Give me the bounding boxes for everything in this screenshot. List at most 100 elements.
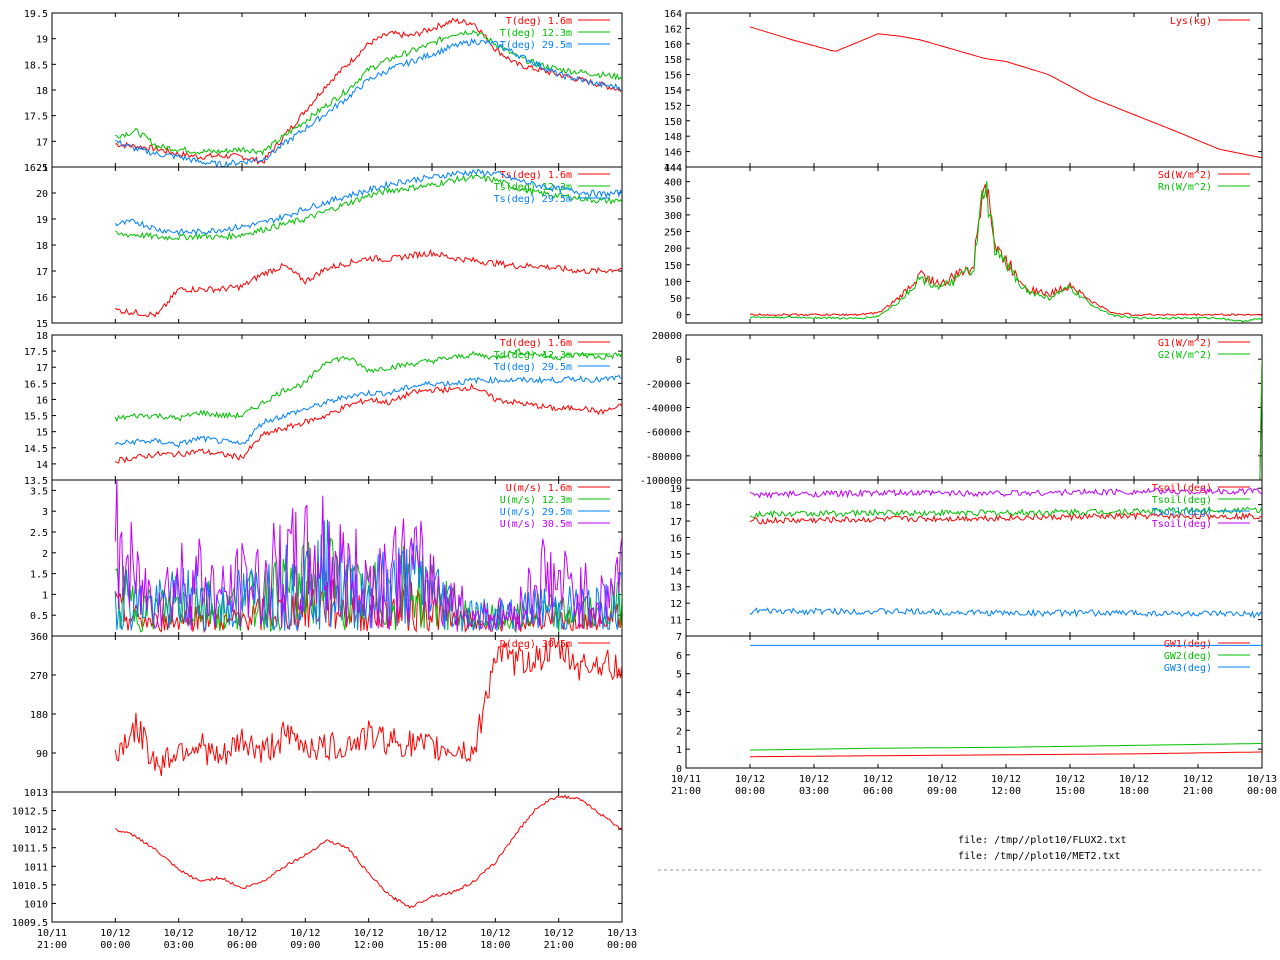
legend-label: Td(deg) 12.3m <box>494 350 572 361</box>
y-tick-label: 0 <box>676 764 682 775</box>
y-tick-label: 16 <box>36 293 48 304</box>
y-tick-label: 50 <box>670 294 682 305</box>
panel-l3: 18 17.5 17 16.5 16 15.5 15 14.5 14 13.5 Td(deg) 1.… <box>24 331 623 487</box>
y-tick-label: 3 <box>42 507 48 518</box>
y-tick-label: -100000 <box>640 476 682 487</box>
series-line-green <box>749 181 1262 323</box>
y-tick-label: 18 <box>670 501 682 512</box>
y-tick-label: 90 <box>36 749 48 760</box>
y-tick-label: 13.5 <box>24 476 48 487</box>
y-tick-label: 3.5 <box>30 486 48 497</box>
y-tick-label: 11 <box>670 616 682 627</box>
legend-label: Td(deg) 29.5m <box>494 362 572 373</box>
legend-label: T(deg) 12.3m <box>500 28 572 39</box>
y-tick-label: 360 <box>30 632 48 643</box>
y-tick-label: 164 <box>664 9 682 20</box>
x-tick-date: 10/11 <box>37 928 67 939</box>
legend-label: T(deg) 29.5m <box>500 40 572 51</box>
legend-label: G1(W/m^2) <box>1158 338 1212 349</box>
x-tick-date: 10/12 <box>354 928 384 939</box>
legend-label: Td(deg) 1.6m <box>500 338 572 349</box>
series-line-purple <box>114 480 622 632</box>
series-line-blue <box>114 519 622 632</box>
y-tick-label: 0 <box>676 355 682 366</box>
y-tick-label: 16.5 <box>24 379 48 390</box>
y-tick-label: 1.5 <box>30 570 48 581</box>
x-tick-date: 10/12 <box>863 774 893 785</box>
series-line-red <box>114 637 622 777</box>
legend-label: U(m/s) 1.6m <box>506 483 572 494</box>
y-tick-label: 156 <box>664 71 682 82</box>
y-tick-label: 16 <box>36 395 48 406</box>
series-line-red <box>114 382 622 464</box>
y-tick-label: 1011 <box>24 862 48 873</box>
series-line-red <box>749 26 1262 159</box>
x-tick-time: 21:00 <box>37 940 67 951</box>
x-tick-time: 09:00 <box>927 786 957 797</box>
x-tick-time: 21:00 <box>671 786 701 797</box>
panel-r3: 20000 0 -20000 -40000 -60000 -80000 -100000 G1(… <box>640 331 1263 487</box>
series-line-green <box>115 173 622 241</box>
series-line-blue <box>114 168 622 236</box>
y-tick-label: 17 <box>36 363 48 374</box>
series-line-red <box>114 794 622 909</box>
x-tick-date: 10/12 <box>735 774 765 785</box>
legend-label: G2(W/m^2) <box>1158 350 1212 361</box>
y-tick-label: 19 <box>36 215 48 226</box>
x-tick-date: 10/12 <box>480 928 510 939</box>
x-tick-time: 06:00 <box>863 786 893 797</box>
x-tick-time: 03:00 <box>799 786 829 797</box>
series-line-green <box>749 505 1262 519</box>
y-tick-label: 14 <box>670 566 682 577</box>
y-tick-label: 18 <box>36 331 48 342</box>
y-tick-label: 17.5 <box>24 347 48 358</box>
y-tick-label: -60000 <box>646 428 682 439</box>
panel-l5: 360 270 180 90 D(deg) 30.5m <box>30 632 623 793</box>
series-line-blue <box>114 374 622 448</box>
footer-file-1: file: /tmp//plot10/FLUX2.txt <box>958 835 1127 846</box>
y-tick-label: 300 <box>664 211 682 222</box>
y-tick-label: 100 <box>664 277 682 288</box>
y-tick-label: 148 <box>664 132 682 143</box>
y-tick-label: 12 <box>670 599 682 610</box>
y-tick-label: 0 <box>676 311 682 322</box>
y-tick-label: 158 <box>664 55 682 66</box>
y-tick-label: 14 <box>36 460 48 471</box>
panel-r2: 444 400 350 300 250 200 150 100 50 0 Sd(W/m^2)Rn(W… <box>664 163 1263 324</box>
series-line-red <box>114 248 622 318</box>
x-tick-time: 09:00 <box>290 940 320 951</box>
x-tick-time: 12:00 <box>991 786 1021 797</box>
y-tick-label: 20 <box>36 189 48 200</box>
y-tick-label: 2 <box>676 726 682 737</box>
legend-label: Rn(W/m^2) <box>1158 182 1212 193</box>
x-tick-date: 10/13 <box>1247 774 1277 785</box>
x-tick-date: 10/11 <box>671 774 701 785</box>
y-tick-label: 1010 <box>24 899 48 910</box>
series-line-blue <box>115 37 622 167</box>
y-tick-label: 13 <box>670 583 682 594</box>
y-tick-label: 7 <box>676 632 682 643</box>
legend-label: Lys(kg) <box>1170 16 1212 27</box>
y-tick-label: -40000 <box>646 404 682 415</box>
x-tick-date: 10/12 <box>991 774 1021 785</box>
x-tick-time: 03:00 <box>164 940 194 951</box>
x-tick-time: 00:00 <box>100 940 130 951</box>
y-tick-label: 154 <box>664 86 682 97</box>
x-tick-time: 18:00 <box>480 940 510 951</box>
x-tick-date: 10/12 <box>100 928 130 939</box>
x-tick-time: 15:00 <box>417 940 447 951</box>
x-tick-date: 10/12 <box>417 928 447 939</box>
x-tick-date: 10/13 <box>607 928 637 939</box>
y-tick-label: 14.5 <box>24 444 48 455</box>
x-tick-time: 06:00 <box>227 940 257 951</box>
y-tick-label: 5 <box>676 670 682 681</box>
y-tick-label: 1012 <box>24 825 48 836</box>
legend-label: Ts(deg) 1.6m <box>500 170 572 181</box>
y-tick-label: 15 <box>670 550 682 561</box>
y-tick-label: -20000 <box>646 379 682 390</box>
panel-frame <box>685 12 1263 168</box>
